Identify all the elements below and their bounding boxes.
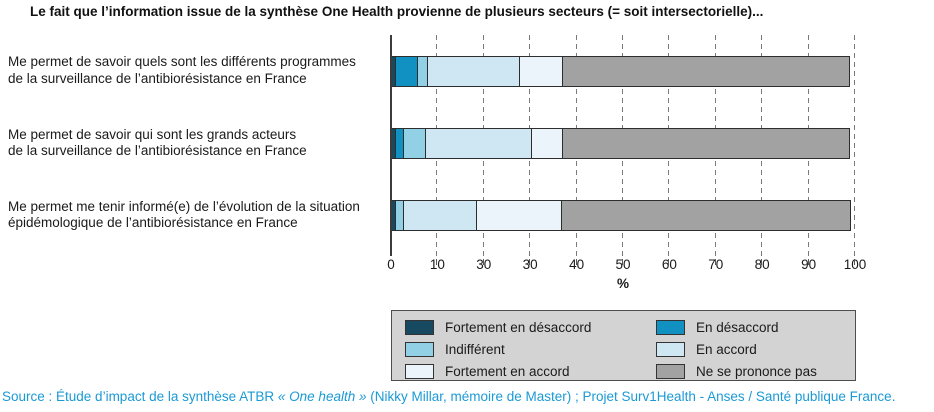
x-tick-mark: [714, 259, 716, 265]
legend-item: En accord: [656, 338, 855, 360]
bar-segment: [560, 200, 851, 232]
x-tick-mark: [436, 259, 438, 265]
legend-swatch: [656, 319, 685, 335]
x-tick-mark: [807, 259, 809, 265]
legend-item: Ne se prononce pas: [656, 360, 855, 382]
x-tick-mark: [854, 259, 855, 265]
stacked-bar-row-1: [391, 55, 855, 87]
x-tick-label: 0: [387, 257, 395, 272]
legend-item: Fortement en désaccord: [405, 316, 656, 338]
source-text-italic: « One health »: [277, 389, 367, 404]
x-tick-label: 90: [801, 257, 817, 272]
source-text-suffix: (Nikky Millar, mémoire de Master) ; Proj…: [366, 389, 896, 404]
legend-label: Fortement en accord: [445, 363, 570, 379]
bar-segment: [562, 55, 850, 87]
legend-item: En désaccord: [656, 316, 855, 338]
bar-segment: [562, 128, 850, 159]
legend-grid: Fortement en désaccord En désaccord Indiff…: [392, 311, 855, 382]
bar-segment: [425, 128, 532, 159]
stacked-bar-row-3: [391, 200, 855, 232]
legend-item: Indifférent: [405, 338, 656, 360]
x-tick-label: 100: [843, 257, 867, 272]
x-tick-label: 10: [429, 257, 445, 272]
x-axis-unit-label: %: [616, 276, 630, 291]
category-label: Me permet de savoir qui sont les grands …: [8, 126, 307, 158]
bar-segment: [476, 200, 562, 232]
legend-label: En désaccord: [696, 319, 779, 335]
y-axis-line: [390, 35, 392, 256]
x-tick-label: 60: [661, 257, 677, 272]
bar-segment: [427, 55, 521, 87]
x-tick-label: 50: [615, 257, 631, 272]
source-text-prefix: Source : Étude d’impact de la synthèse A…: [2, 389, 278, 404]
legend-label: En accord: [696, 341, 757, 357]
bar-segment: [519, 55, 564, 87]
gridline: [854, 35, 855, 258]
x-tick-label: 70: [708, 257, 724, 272]
x-tick-label: 40: [569, 257, 585, 272]
stacked-bar-row-2: [391, 128, 855, 159]
x-tick-label: 80: [754, 257, 770, 272]
bar-segment: [394, 55, 418, 87]
x-tick-label: 30: [522, 257, 538, 272]
legend-label: Indifférent: [445, 341, 505, 357]
category-label: Me permet de savoir quels sont les diffé…: [8, 54, 356, 86]
legend-box: Fortement en désaccord En désaccord Indiff…: [391, 310, 856, 381]
x-tick-mark: [529, 259, 531, 265]
legend-swatch: [656, 341, 685, 357]
x-tick-mark: [668, 259, 670, 265]
legend-swatch: [405, 341, 434, 357]
x-tick-mark: [482, 259, 484, 265]
legend-swatch: [405, 319, 434, 335]
x-tick-mark: [761, 259, 763, 265]
x-tick-mark: [622, 259, 623, 265]
legend-item: Fortement en accord: [405, 360, 656, 382]
legend-label: Ne se prononce pas: [696, 363, 817, 379]
bar-segment: [530, 128, 564, 159]
source-line: Source : Étude d’impact de la synthèse A…: [2, 389, 895, 404]
plot-area: [391, 35, 855, 258]
bar-segment: [402, 128, 427, 159]
x-tick-mark: [575, 259, 577, 265]
legend-label: Fortement en désaccord: [445, 319, 592, 335]
category-label: Me permet me tenir informé(e) de l’évolu…: [8, 198, 360, 231]
x-tick-label: 30: [476, 257, 492, 272]
legend-swatch: [656, 363, 685, 379]
bar-segment: [402, 200, 478, 232]
legend-swatch: [405, 363, 434, 379]
chart-title: Le fait que l’information issue de la sy…: [30, 4, 764, 19]
